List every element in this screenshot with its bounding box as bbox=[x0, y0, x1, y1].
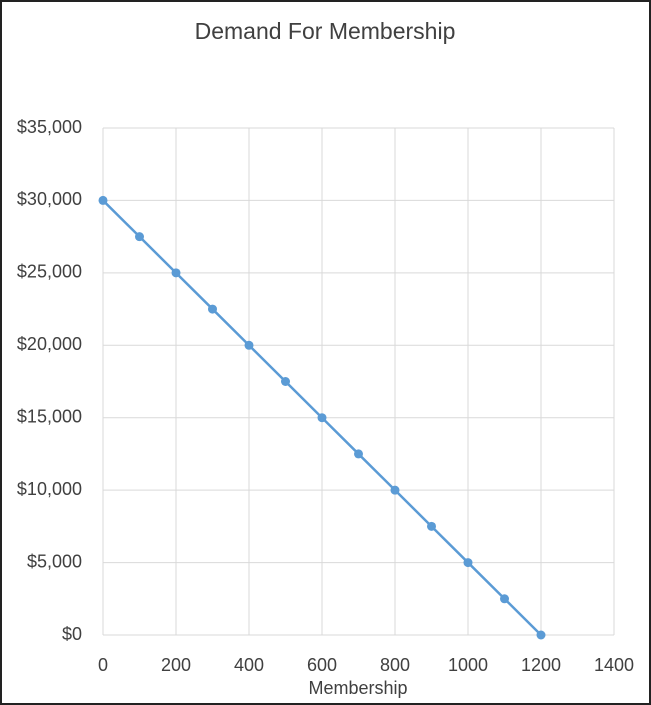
data-point bbox=[98, 195, 108, 205]
y-tick-label: $20,000 bbox=[17, 334, 82, 354]
data-point bbox=[244, 340, 254, 350]
y-tick-label: $25,000 bbox=[17, 262, 82, 282]
x-tick-label: 0 bbox=[98, 655, 108, 675]
data-point bbox=[390, 485, 400, 495]
x-tick-label: 400 bbox=[234, 655, 264, 675]
y-tick-label: $35,000 bbox=[17, 117, 82, 137]
data-point bbox=[135, 232, 144, 242]
data-point bbox=[536, 630, 546, 640]
y-tick-label: $5,000 bbox=[27, 551, 82, 571]
x-tick-label: 1200 bbox=[521, 655, 561, 675]
x-axis-label: Membership bbox=[308, 678, 407, 698]
x-tick-label: 1400 bbox=[594, 655, 634, 675]
data-point bbox=[171, 268, 181, 278]
data-point bbox=[427, 521, 436, 531]
y-tick-label: $30,000 bbox=[17, 189, 82, 209]
x-tick-label: 200 bbox=[161, 655, 191, 675]
chart-title: Demand For Membership bbox=[195, 18, 456, 44]
data-point bbox=[500, 594, 509, 604]
data-point bbox=[281, 377, 290, 386]
x-tick-label: 800 bbox=[380, 655, 410, 675]
data-point bbox=[463, 558, 473, 568]
data-point bbox=[317, 413, 327, 423]
x-tick-label: 1000 bbox=[448, 655, 488, 675]
y-tick-label: $0 bbox=[62, 624, 82, 644]
data-point bbox=[354, 449, 363, 459]
x-tick-label: 600 bbox=[307, 655, 337, 675]
y-tick-label: $15,000 bbox=[17, 406, 82, 426]
y-tick-label: $10,000 bbox=[17, 479, 82, 499]
data-point bbox=[208, 304, 217, 314]
